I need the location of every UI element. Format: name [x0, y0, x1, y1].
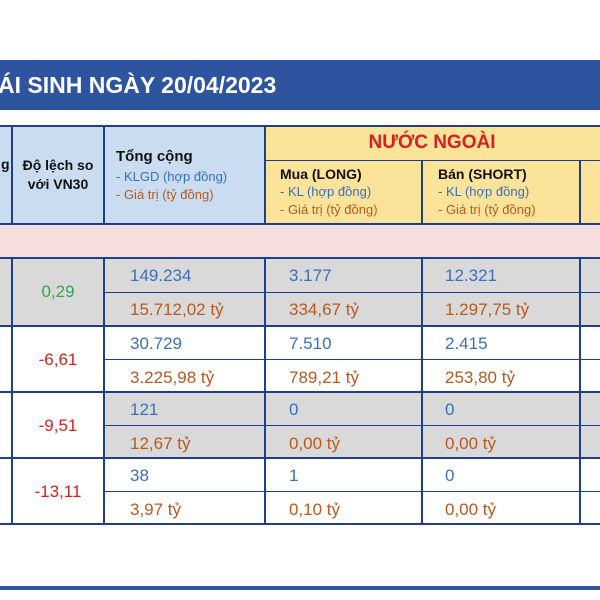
row-3-sell-volume: 0	[445, 400, 455, 419]
row-3-total-value: 12,67 tỷ	[130, 434, 191, 453]
header-sell-cell	[422, 160, 580, 224]
row-2-buy-value: 789,21 tỷ	[289, 368, 359, 387]
grid-row1-bottom	[0, 325, 600, 327]
grid-col-buy	[421, 160, 423, 225]
grid-row4-bottom	[0, 523, 600, 525]
row-3-buy-volume: 0	[289, 400, 299, 419]
grid-col-partial	[11, 125, 13, 225]
grid-row4-mid	[104, 491, 600, 492]
header-total-label: Tổng cộng - KLGD (hợp đồng) - Giá trị (t…	[116, 148, 227, 204]
row-1-total-volume: 149.234	[130, 266, 192, 285]
row-1-buy-volume: 3.177	[289, 266, 332, 285]
grid-row2-mid	[104, 359, 600, 360]
grid-row2-bottom	[0, 391, 600, 393]
row-2-sell-volume: 2.415	[445, 334, 488, 353]
header-extra-cell	[580, 160, 600, 224]
header-buy-cell	[264, 160, 422, 224]
grid-row3-bottom	[0, 457, 600, 459]
grid-col-sell-rows	[579, 257, 581, 525]
grid-top-border	[0, 125, 600, 127]
row-3-sell-value: 0,00 tỷ	[445, 434, 497, 453]
row-4-buy-volume: 1	[289, 466, 299, 485]
header-partial-col	[0, 126, 12, 224]
row-1-deviation: 0,29	[41, 282, 75, 301]
grid-col-partial-rows	[11, 257, 13, 525]
row-1-sell-volume: 12.321	[445, 266, 497, 285]
row-4-total-volume: 38	[130, 466, 149, 485]
header-sell-label: Bán (SHORT) - KL (hợp đồng) - Giá trị (t…	[438, 165, 536, 219]
header-sell-sub1: - KL (hợp đồng)	[438, 184, 530, 199]
header-deviation-line1: Độ lệch so	[22, 157, 94, 173]
grid-col-deviation	[103, 125, 105, 225]
row-1-sell-value: 1.297,75 tỷ	[445, 300, 530, 319]
row-3-deviation: -9,51	[38, 416, 78, 435]
row-4-sell-value: 0,00 tỷ	[445, 500, 497, 519]
report-title-banner: ÁI SINH NGÀY 20/04/2023	[0, 60, 600, 110]
row-1-buy-value: 334,67 tỷ	[289, 300, 359, 319]
grid-col-buy-rows	[421, 257, 423, 525]
grid-header-bottom	[0, 223, 600, 225]
row-3-total-volume: 121	[130, 400, 159, 419]
grid-col-deviation-rows	[103, 257, 105, 525]
row-3-deviation-bg	[12, 392, 104, 458]
grid-col-total	[264, 125, 266, 225]
header-foreign-title: NƯỚC NGOÀI	[368, 132, 496, 153]
grid-row3-mid	[104, 425, 600, 426]
header-total-sub2: - Giá trị (tỷ đồng)	[116, 187, 214, 202]
grid-foreign-divider	[264, 160, 600, 161]
header-deviation-line2: với VN30	[27, 176, 89, 192]
report-title: ÁI SINH NGÀY 20/04/2023	[0, 72, 277, 98]
row-4-total-value: 3,97 tỷ	[130, 500, 182, 519]
row-1-total-value: 15.712,02 tỷ	[130, 300, 224, 319]
header-deviation-label: Độ lệch so với VN30	[12, 156, 104, 194]
row-3-buy-value: 0,00 tỷ	[289, 434, 341, 453]
footer-rule	[0, 586, 600, 590]
row-3-partial-bg	[0, 392, 12, 458]
row-2-total-value: 3.225,98 tỷ	[130, 368, 215, 387]
header-partial-letter: g	[1, 156, 10, 172]
header-buy-title: Mua (LONG)	[280, 166, 362, 182]
header-buy-sub1: - KL (hợp đồng)	[280, 184, 372, 199]
header-deviation-cell	[12, 126, 104, 224]
header-total-title: Tổng cộng	[116, 148, 193, 165]
grid-col-sell	[579, 160, 581, 225]
grid-col-total-rows	[264, 257, 266, 525]
row-2-total-volume: 30.729	[130, 334, 182, 353]
grid-row1-mid	[104, 292, 600, 293]
section-band	[0, 224, 600, 258]
row-4-sell-volume: 0	[445, 466, 455, 485]
header-buy-label: Mua (LONG) - KL (hợp đồng) - Giá trị (tỷ…	[280, 165, 378, 219]
header-sell-sub2: - Giá trị (tỷ đồng)	[438, 202, 536, 217]
row-4-deviation: -13,11	[34, 482, 82, 501]
header-foreign-cell	[264, 126, 600, 160]
row-2-deviation: -6,61	[38, 350, 78, 369]
header-sell-title: Bán (SHORT)	[438, 166, 527, 182]
header-total-cell	[104, 126, 264, 224]
row-4-buy-value: 0,10 tỷ	[289, 500, 341, 519]
header-total-sub1: - KLGD (hợp đồng)	[116, 169, 228, 184]
row-2-buy-volume: 7.510	[289, 334, 332, 353]
header-buy-sub2: - Giá trị (tỷ đồng)	[280, 202, 378, 217]
row-2-sell-value: 253,80 tỷ	[445, 368, 515, 387]
grid-band-bottom	[0, 257, 600, 259]
